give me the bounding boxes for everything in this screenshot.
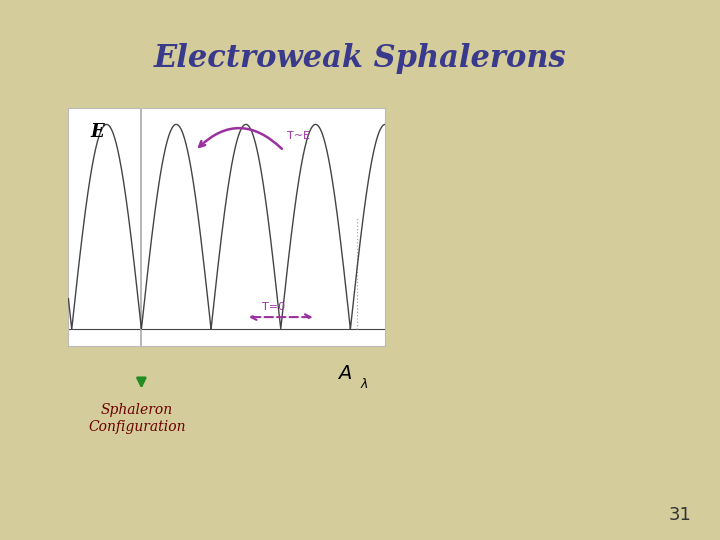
Text: 31: 31 xyxy=(668,506,691,524)
Text: Sphaleron
Configuration: Sphaleron Configuration xyxy=(88,403,186,434)
Text: $\lambda$: $\lambda$ xyxy=(360,377,369,391)
Text: $A$: $A$ xyxy=(336,366,351,383)
Text: E: E xyxy=(91,123,104,140)
Text: Electroweak Sphalerons: Electroweak Sphalerons xyxy=(153,43,567,74)
Text: T=0: T=0 xyxy=(261,302,285,312)
Text: T~E: T~E xyxy=(287,131,310,141)
